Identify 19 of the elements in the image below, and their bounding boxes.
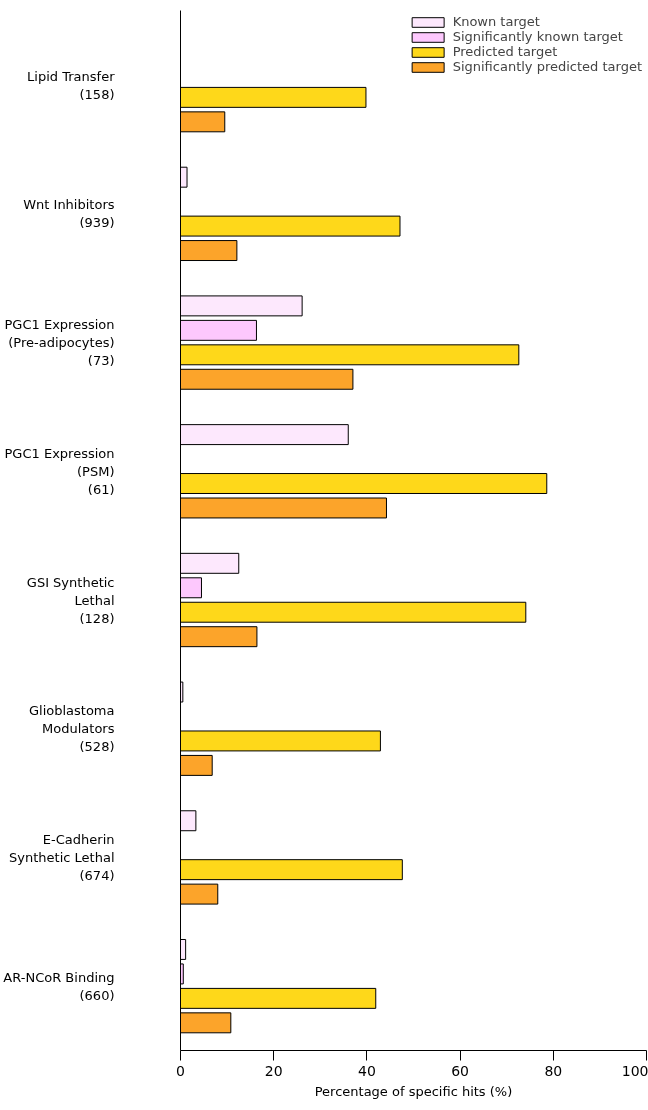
- legend-label: Predicted target: [452, 44, 558, 59]
- y-tick-label: PGC1 Expression (Pre-adipocytes) (73): [4, 317, 115, 369]
- x-axis-title: Percentage of specific hits (%): [314, 1083, 513, 1099]
- legend-label: Significantly known target: [452, 29, 623, 44]
- x-tick-label: 20: [264, 1062, 283, 1079]
- y-tick-label: AR-NCoR Binding (660): [3, 969, 115, 1003]
- y-tick-label: E-Cadherin Synthetic Lethal (674): [9, 831, 115, 883]
- y-tick-label: Lipid Transfer (158): [27, 68, 116, 102]
- x-tick-label: 0: [176, 1062, 185, 1079]
- legend-label: Significantly predicted target: [452, 59, 642, 74]
- legend-label: Known target: [452, 14, 540, 29]
- y-tick-label: PGC1 Expression (PSM) (61): [4, 445, 115, 497]
- x-tick-label: 100: [621, 1062, 648, 1079]
- x-tick-label: 60: [451, 1062, 470, 1079]
- y-tick-label: Wnt Inhibitors (939): [23, 197, 115, 231]
- y-tick-label: Glioblastoma Modulators (528): [28, 703, 115, 755]
- x-tick-label: 40: [357, 1062, 376, 1079]
- x-tick-label: 80: [544, 1062, 563, 1079]
- y-tick-label: GSI Synthetic Lethal (128): [26, 574, 115, 626]
